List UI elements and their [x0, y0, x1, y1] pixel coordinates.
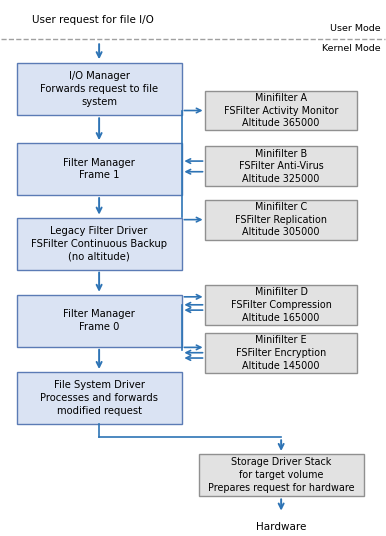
Text: Filter Manager
Frame 1: Filter Manager Frame 1 — [63, 158, 135, 181]
Text: User request for file I/O: User request for file I/O — [32, 14, 154, 25]
Text: User Mode: User Mode — [330, 24, 381, 33]
FancyBboxPatch shape — [17, 295, 181, 347]
Text: File System Driver
Processes and forwards
modified request: File System Driver Processes and forward… — [40, 380, 158, 416]
Text: Minifilter B
FSFilter Anti-Virus
Altitude 325000: Minifilter B FSFilter Anti-Virus Altitud… — [239, 148, 323, 184]
Text: Kernel Mode: Kernel Mode — [322, 44, 381, 53]
FancyBboxPatch shape — [17, 218, 181, 270]
FancyBboxPatch shape — [17, 372, 181, 424]
Text: Storage Driver Stack
for target volume
Prepares request for hardware: Storage Driver Stack for target volume P… — [208, 457, 354, 493]
Text: Minifilter C
FSFilter Replication
Altitude 305000: Minifilter C FSFilter Replication Altitu… — [235, 202, 327, 237]
FancyBboxPatch shape — [199, 454, 364, 496]
FancyBboxPatch shape — [17, 143, 181, 195]
Text: Minifilter D
FSFilter Compression
Altitude 165000: Minifilter D FSFilter Compression Altitu… — [231, 287, 332, 323]
Text: I/O Manager
Forwards request to file
system: I/O Manager Forwards request to file sys… — [40, 71, 158, 107]
FancyBboxPatch shape — [205, 333, 357, 373]
FancyBboxPatch shape — [205, 146, 357, 187]
Text: Minifilter E
FSFilter Encryption
Altitude 145000: Minifilter E FSFilter Encryption Altitud… — [236, 335, 326, 370]
Text: Minifilter A
FSFilter Activity Monitor
Altitude 365000: Minifilter A FSFilter Activity Monitor A… — [224, 93, 338, 128]
FancyBboxPatch shape — [205, 91, 357, 130]
Text: Filter Manager
Frame 0: Filter Manager Frame 0 — [63, 309, 135, 332]
Text: Hardware: Hardware — [256, 522, 306, 532]
FancyBboxPatch shape — [205, 200, 357, 240]
FancyBboxPatch shape — [17, 63, 181, 115]
Text: Legacy Filter Driver
FSFilter Continuous Backup
(no altitude): Legacy Filter Driver FSFilter Continuous… — [31, 226, 167, 262]
FancyBboxPatch shape — [205, 285, 357, 325]
